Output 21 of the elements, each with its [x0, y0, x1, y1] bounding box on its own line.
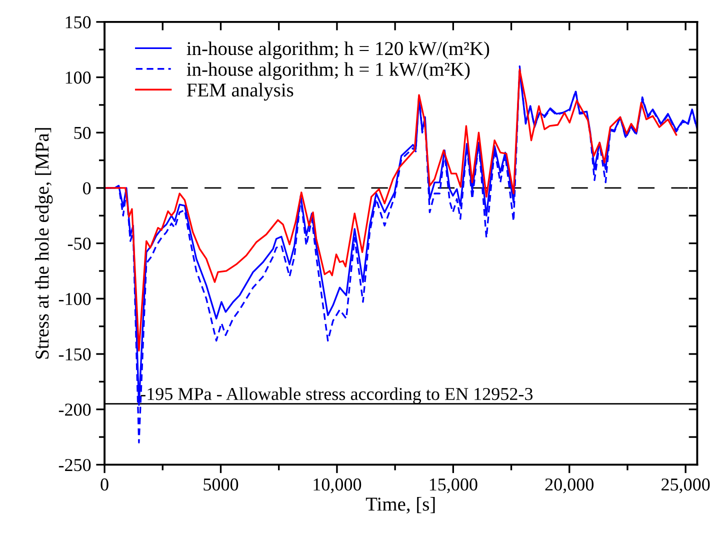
x-tick-label: 20,000	[545, 478, 594, 494]
x-tick-label: 25,000	[662, 478, 710, 494]
y-tick-label: 0	[83, 182, 91, 194]
x-tick-label: 15,000	[430, 478, 478, 494]
legend-label: in-house algorithm; h = 1 kW/(m²K)	[186, 62, 470, 80]
y-tick-label: -150	[58, 348, 91, 360]
legend-label: FEM analysis	[186, 82, 294, 101]
y-axis-title: Stress at the hole edge, [MPa]	[35, 128, 53, 359]
y-tick-label: -250	[58, 458, 91, 472]
y-tick-label: 150	[66, 16, 91, 28]
x-tick-label: 0	[100, 478, 108, 491]
x-tick-label: 10,000	[314, 478, 362, 494]
x-tick-label: 5000	[204, 478, 238, 491]
ref-line-label: -195 MPa - Allowable stress according to EN 12952-3	[140, 387, 533, 404]
legend-label: in-house algorithm; h = 120 kW/(m²K)	[186, 41, 490, 60]
y-tick-label: 100	[66, 72, 91, 84]
y-tick-label: -200	[58, 404, 91, 416]
y-tick-label: 50	[74, 126, 91, 140]
y-tick-label: -50	[68, 238, 91, 250]
x-axis-title: Time, [s]	[366, 497, 435, 514]
y-tick-label: -100	[58, 292, 91, 306]
